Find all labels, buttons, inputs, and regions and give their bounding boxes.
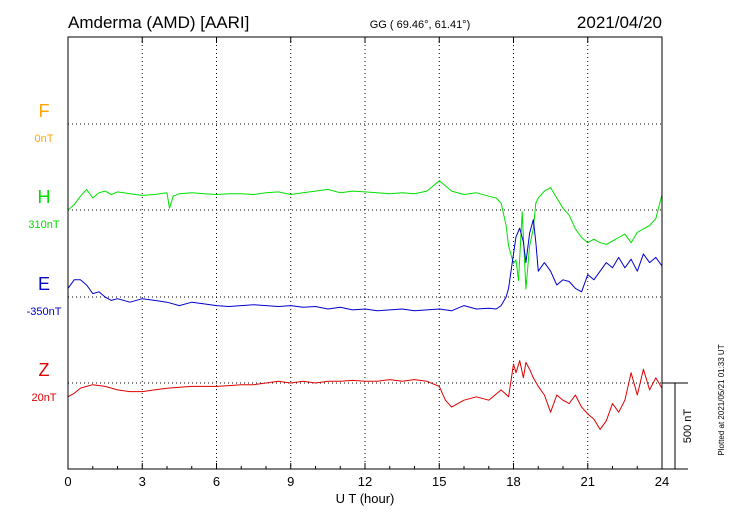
x-tick-label: 18 — [506, 474, 520, 489]
series-baseline-z: 20nT — [31, 392, 56, 404]
x-tick-label: 3 — [139, 474, 146, 489]
x-tick-label: 24 — [655, 474, 669, 489]
series-baseline-f: 0nT — [35, 133, 54, 145]
x-tick-label: 0 — [64, 474, 71, 489]
scale-bar: 500 nT — [662, 382, 694, 470]
series-baseline-e: -350nT — [27, 306, 62, 318]
x-tick-label: 9 — [287, 474, 294, 489]
series-lines — [67, 180, 663, 430]
series-line-e — [67, 219, 663, 312]
x-axis-label: U T (hour) — [336, 491, 395, 506]
plot-frame — [67, 36, 663, 470]
x-axis-ticks: 0 3 6 9 12 15 18 21 24 — [64, 37, 669, 489]
series-name-e: E — [38, 274, 50, 294]
x-tick-label: 21 — [581, 474, 595, 489]
x-tick-label: 6 — [213, 474, 220, 489]
series-line-z — [67, 360, 663, 430]
x-tick-label: 12 — [358, 474, 372, 489]
series-labels: F 0nT H 310nT E -350nT Z 20nT — [27, 101, 62, 404]
series-name-f: F — [39, 101, 50, 121]
x-tick-label: 15 — [432, 474, 446, 489]
scale-bar-label: 500 nT — [682, 409, 694, 444]
series-baseline-h: 310nT — [28, 219, 59, 231]
coordinates-label: GG ( 69.46°, 61.41°) — [370, 19, 471, 31]
station-title: Amderma (AMD) [AARI] — [68, 13, 249, 32]
series-line-h — [67, 180, 663, 290]
chart-grid — [68, 37, 662, 469]
plotted-at-note: Plotted at 2021/05/21 01:33 UT — [717, 344, 726, 455]
series-name-z: Z — [39, 360, 50, 380]
series-name-h: H — [38, 187, 51, 207]
date-label: 2021/04/20 — [577, 13, 662, 32]
